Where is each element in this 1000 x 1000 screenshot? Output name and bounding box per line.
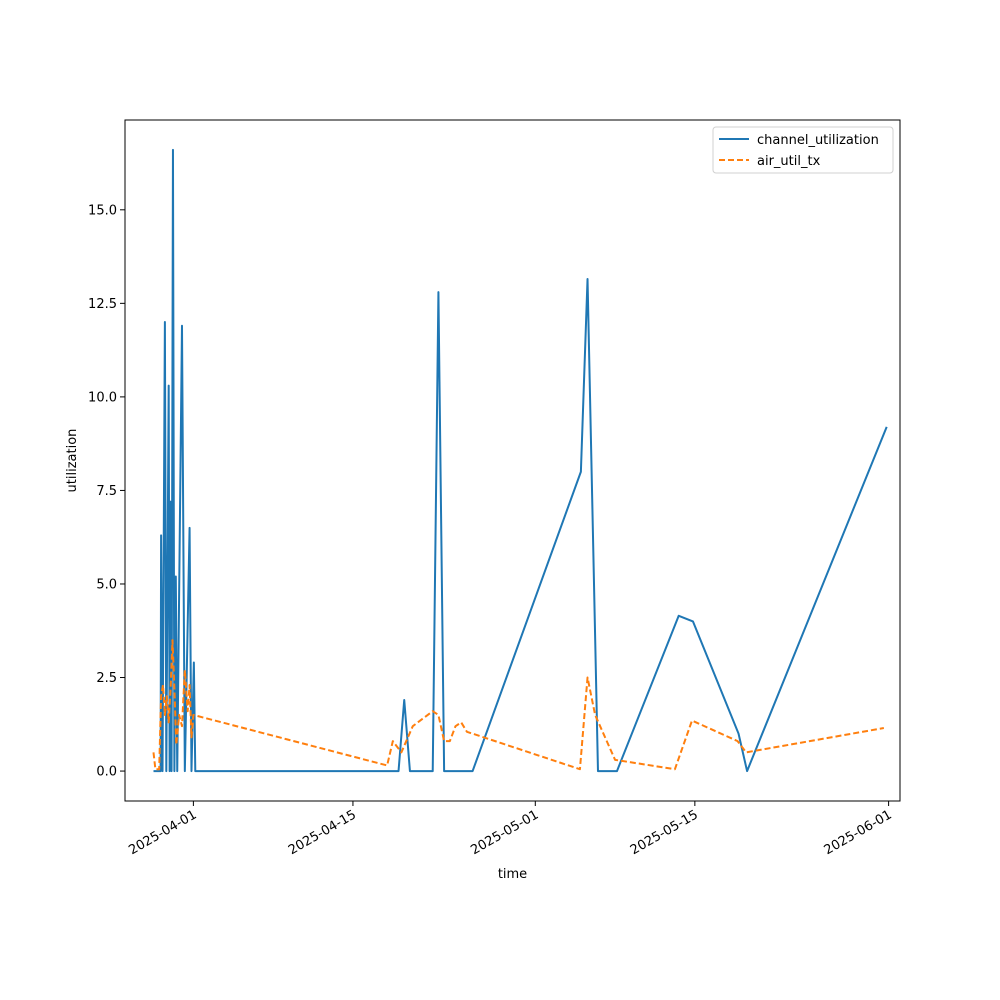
- y-axis-label: utilization: [65, 429, 80, 493]
- plot-frame: [124, 119, 901, 802]
- y-tick-label: 5.0: [96, 577, 117, 592]
- y-tick-label: 2.5: [96, 671, 117, 686]
- x-axis-label: time: [498, 867, 527, 882]
- y-tick-label: 15.0: [88, 203, 117, 218]
- y-tick-label: 0.0: [96, 765, 117, 780]
- legend-label-air-util-tx: air_util_tx: [757, 154, 821, 169]
- y-tick-label: 12.5: [88, 297, 117, 312]
- legend: channel_utilization air_util_tx: [712, 126, 894, 174]
- series-layer: [152, 148, 888, 773]
- series-line-air-util-tx: [152, 639, 885, 771]
- legend-label-channel-utilization: channel_utilization: [757, 133, 879, 148]
- y-tick-label: 10.0: [88, 390, 117, 405]
- legend-box: [712, 126, 894, 174]
- y-tick-label: 7.5: [96, 484, 117, 499]
